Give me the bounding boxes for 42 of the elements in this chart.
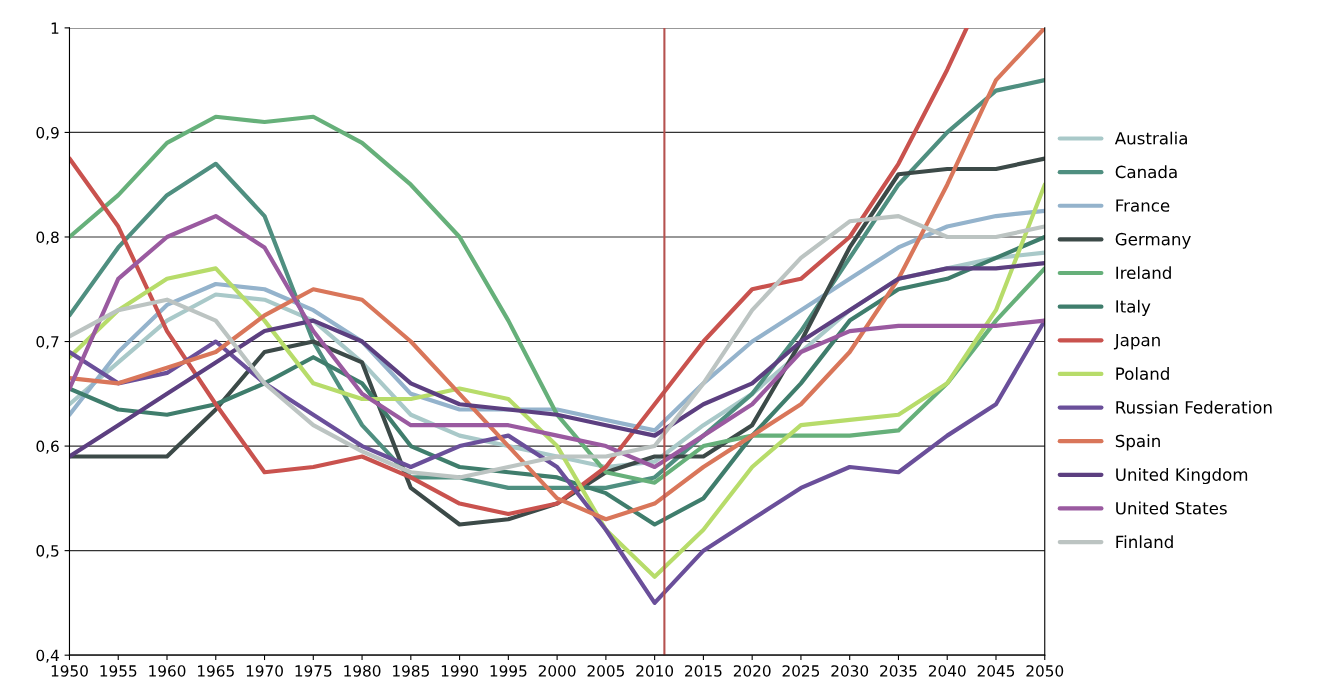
legend-label: Russian Federation: [1116, 400, 1272, 414]
legend-label: United States: [1116, 501, 1227, 515]
legend-label: Canada: [1115, 165, 1177, 179]
legend-label: Australia: [1114, 131, 1187, 145]
legend-label: Japan: [1113, 333, 1160, 350]
x-tick-label: 1965: [198, 665, 234, 677]
line-series: [69, 182, 1045, 579]
y-tick-label: 0,5: [36, 545, 59, 559]
y-tick-label: 0,4: [36, 649, 59, 663]
x-tick-label: 2015: [685, 665, 722, 677]
x-tick-label: 1985: [393, 665, 429, 677]
x-tick-label: 2025: [782, 665, 820, 677]
x-tick-label: 1990: [441, 665, 479, 677]
legend-label: United Kingdom: [1116, 467, 1248, 485]
x-tick-label: 1960: [149, 665, 186, 677]
x-tick-label: 1955: [100, 665, 137, 677]
legend-label: Germany: [1115, 232, 1191, 249]
x-tick-label: 2005: [587, 665, 624, 677]
legend-label: Poland: [1116, 367, 1169, 380]
x-tick-label: 2045: [977, 665, 1015, 677]
x-tick-label: 1970: [246, 665, 283, 677]
legend-label: Italy: [1116, 299, 1151, 316]
legend-label: Ireland: [1116, 266, 1171, 280]
x-tick-label: 1975: [295, 665, 332, 677]
y-tick-label: 0,9: [36, 126, 59, 141]
x-tick-label: 2000: [538, 665, 576, 677]
y-tick-label: 0,7: [36, 336, 59, 350]
x-tick-label: 1980: [344, 665, 381, 677]
legend-label: Spain: [1115, 434, 1160, 451]
legend-label: Finland: [1116, 535, 1173, 549]
x-tick-label: 2040: [928, 665, 966, 677]
x-tick-label: 1950: [51, 665, 88, 677]
legend-label: France: [1116, 199, 1170, 212]
x-tick-label: 1995: [490, 665, 527, 677]
y-tick-label: 1: [51, 22, 59, 34]
x-tick-label: 2010: [636, 665, 674, 677]
x-tick-label: 2030: [831, 665, 869, 677]
y-tick-label: 0,8: [36, 231, 59, 245]
x-tick-label: 2020: [733, 665, 771, 677]
x-tick-label: 2035: [880, 665, 917, 677]
y-tick-label: 0,6: [36, 440, 59, 454]
x-tick-label: 2050: [1026, 665, 1064, 677]
